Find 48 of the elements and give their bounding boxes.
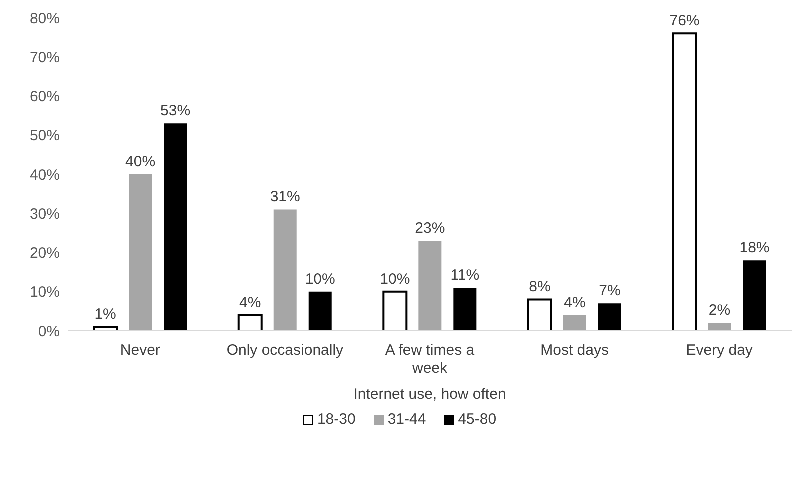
data-label: 53% [160, 102, 191, 120]
data-label: 76% [670, 12, 700, 30]
data-label: 2% [708, 302, 731, 320]
bar [598, 304, 622, 331]
data-label: 11% [450, 266, 480, 284]
data-label: 4% [564, 294, 586, 312]
x-axis-title: Internet use, how often [354, 386, 506, 403]
y-tick-label: 70% [30, 49, 60, 66]
y-tick-label: 0% [38, 323, 60, 340]
bar [274, 210, 297, 331]
bar [382, 290, 408, 331]
x-tick-label: Most days [540, 342, 609, 359]
bar [418, 241, 442, 331]
data-label: 8% [529, 278, 551, 296]
legend-label: 18-30 [316, 411, 356, 428]
y-tick-label: 30% [30, 206, 60, 223]
bar [563, 315, 586, 331]
y-tick-label: 20% [30, 245, 60, 262]
data-label: 1% [94, 306, 116, 324]
bar [93, 326, 118, 331]
y-tick-label: 10% [30, 284, 60, 302]
bar [454, 288, 477, 331]
legend-label: 45-80 [457, 411, 497, 428]
bar [672, 32, 698, 331]
y-tick-label: 60% [30, 88, 60, 106]
legend-label: 31-44 [386, 411, 426, 428]
bar [308, 292, 332, 331]
data-label: 4% [240, 294, 262, 312]
x-tick-label: A few times a week [385, 342, 476, 377]
bar [164, 124, 188, 331]
bar [129, 174, 152, 331]
bar [527, 298, 552, 331]
data-label: 40% [126, 154, 156, 170]
bar [708, 323, 732, 331]
x-tick-label: Every day [686, 342, 754, 359]
data-label: 10% [305, 270, 336, 288]
data-label: 18% [740, 240, 770, 257]
y-tick-label: 40% [30, 166, 60, 184]
y-tick-label: 50% [30, 128, 60, 145]
x-tick-label: Only occasionally [226, 342, 344, 359]
data-label: 31% [270, 188, 300, 206]
bar [743, 260, 766, 331]
data-label: 23% [415, 220, 446, 238]
data-label: 10% [380, 270, 410, 288]
y-tick-label: 80% [30, 10, 60, 28]
x-tick-label: Never [120, 342, 160, 359]
data-label: 7% [599, 282, 621, 300]
bar [238, 314, 263, 331]
